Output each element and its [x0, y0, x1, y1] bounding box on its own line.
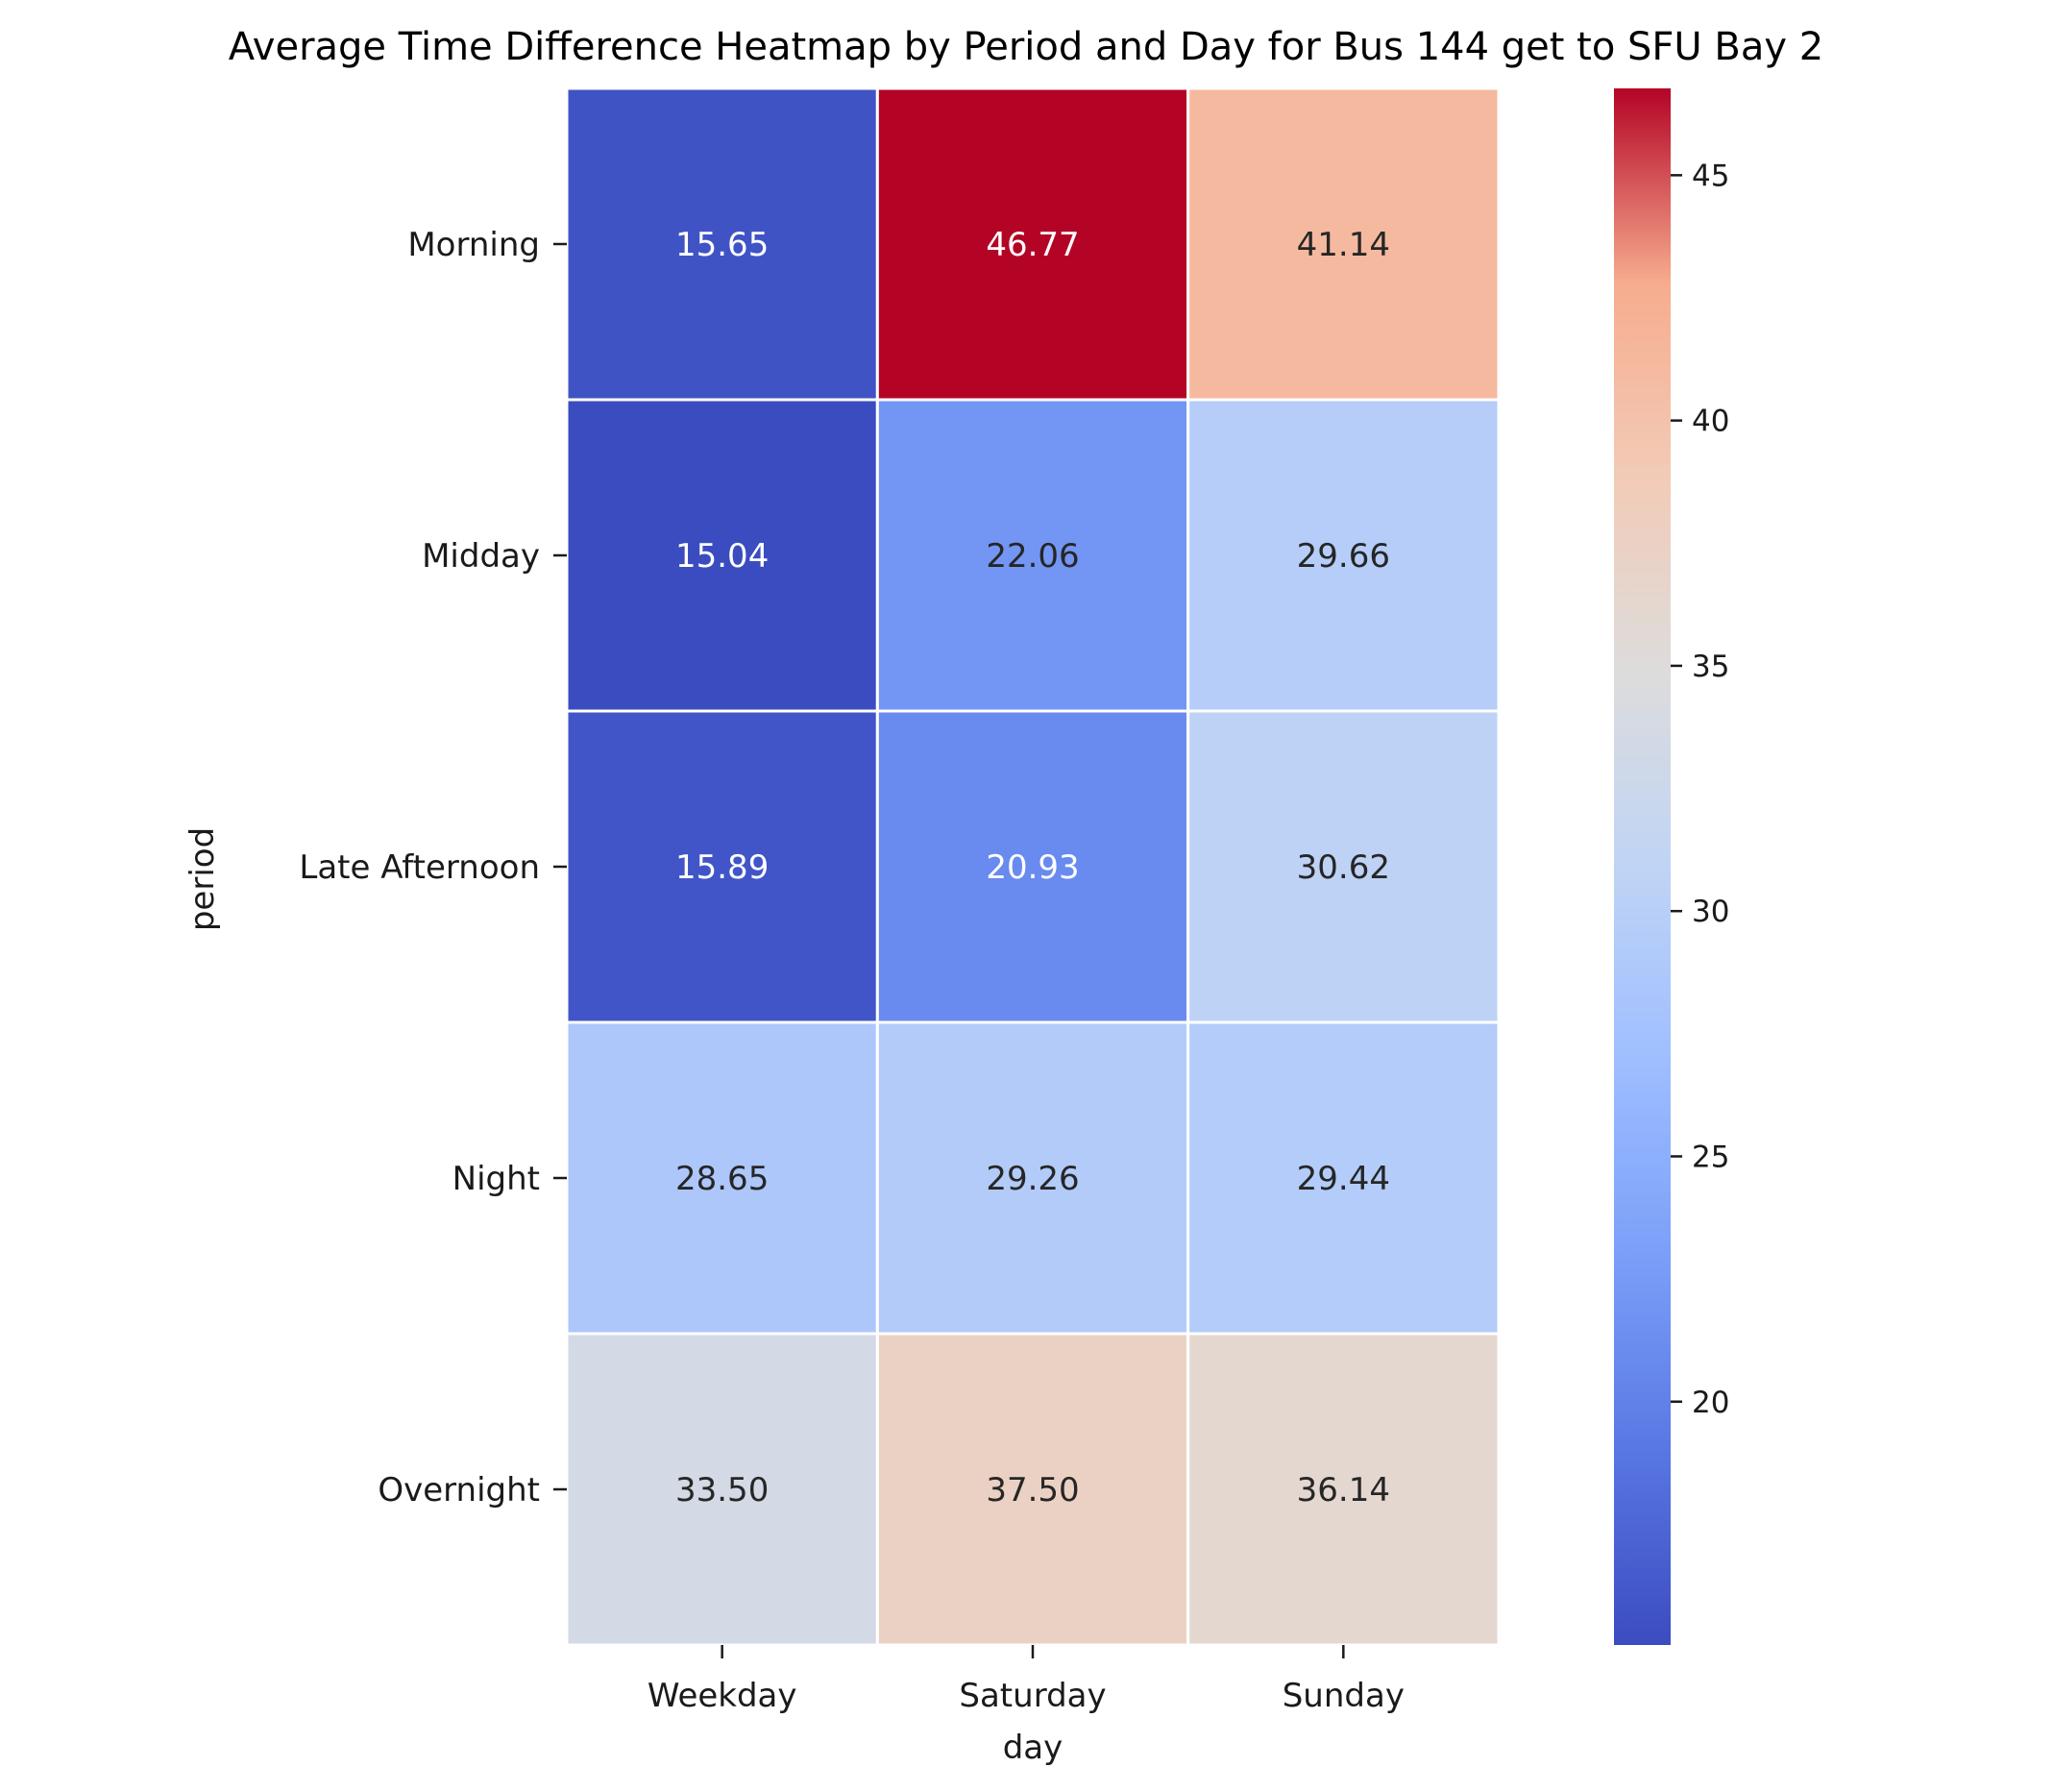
colorbar-ticks: 20 25 30 35 40 45	[1671, 159, 1729, 1420]
colorbar-tick-label: 25	[1692, 1140, 1729, 1174]
heatmap-cell	[1186, 398, 1501, 713]
x-axis-label: day	[1003, 1729, 1063, 1767]
cell-value-label: 29.66	[1297, 537, 1390, 576]
heatmap-cell	[565, 1332, 879, 1647]
cell-value-label: 22.06	[986, 537, 1079, 576]
x-tick-label: Sunday	[1283, 1677, 1405, 1715]
cell-value-label: 15.65	[675, 226, 769, 264]
heatmap-cell	[1186, 1020, 1501, 1336]
cell-value-label: 28.65	[675, 1160, 769, 1198]
cell-value-label: 37.50	[986, 1471, 1079, 1510]
y-axis-label: period	[183, 827, 222, 931]
y-tick-label: Morning	[407, 226, 540, 264]
colorbar-tick-label: 30	[1692, 895, 1729, 929]
cell-value-label: 36.14	[1297, 1471, 1390, 1510]
x-axis-ticks: Weekday Saturday Sunday	[648, 1645, 1405, 1715]
y-tick-label: Night	[452, 1160, 540, 1198]
y-tick-label: Late Afternoon	[299, 848, 540, 887]
x-tick-label: Weekday	[648, 1677, 797, 1715]
heatmap-cell	[565, 398, 879, 713]
heatmap-cell	[565, 86, 879, 402]
heatmap-cell	[875, 86, 1190, 402]
colorbar-tick-label: 20	[1692, 1386, 1729, 1420]
cell-value-label: 20.93	[986, 848, 1079, 887]
chart-title: Average Time Difference Heatmap by Perio…	[229, 25, 1823, 69]
cell-value-label: 15.89	[675, 848, 769, 887]
heatmap-cell	[1186, 1332, 1501, 1647]
colorbar-tick-label: 35	[1692, 650, 1729, 684]
x-tick-label: Saturday	[959, 1677, 1106, 1715]
colorbar-tick-label: 45	[1692, 159, 1729, 193]
cell-value-label: 29.26	[986, 1160, 1079, 1198]
cell-value-label: 41.14	[1297, 226, 1390, 264]
heatmap-cell	[875, 398, 1190, 713]
cell-value-label: 33.50	[675, 1471, 769, 1510]
cell-value-label: 30.62	[1297, 848, 1390, 887]
heatmap-cell	[875, 709, 1190, 1024]
y-axis-ticks: Morning Midday Late Afternoon Night Overnigh…	[299, 226, 567, 1510]
heatmap-cells: 15.65 46.77 41.14 15.04 22.06 29.66 15.89 20.93…	[565, 86, 1501, 1647]
y-tick-label: Midday	[422, 537, 540, 576]
y-tick-label: Overnight	[378, 1471, 540, 1510]
heatmap-cell	[875, 1332, 1190, 1647]
heatmap-cell	[565, 1020, 879, 1336]
cell-value-label: 46.77	[986, 226, 1079, 264]
colorbar	[1614, 88, 1671, 1645]
cell-value-label: 15.04	[675, 537, 769, 576]
heatmap-cell	[1186, 86, 1501, 402]
cell-value-label: 29.44	[1297, 1160, 1390, 1198]
colorbar-tick-label: 40	[1692, 405, 1729, 439]
